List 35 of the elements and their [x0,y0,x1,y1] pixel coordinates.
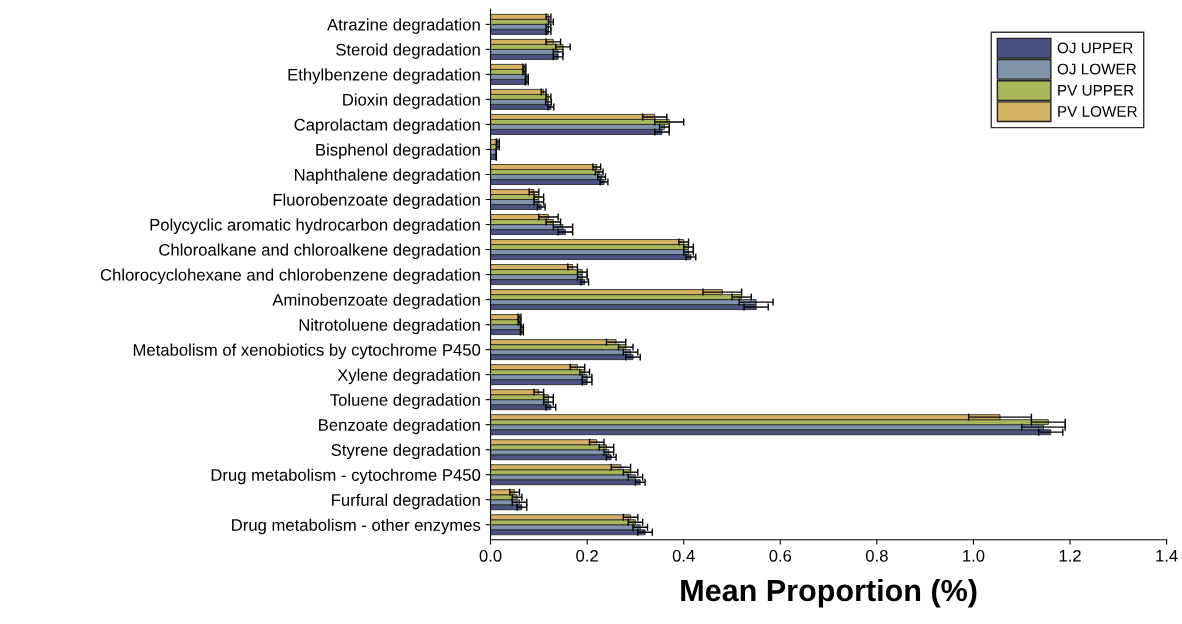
x-axis-title: Mean Proportion (%) [681,578,977,608]
y-tick-label: Chlorocyclohexane and chlorobenzene degradation [100,268,480,285]
x-tick-label: 0.4 [672,549,695,562]
x-tick-label: 0.0 [479,549,502,562]
y-tick-label: Drug metabolism - other enzymes [232,518,481,535]
x-tick-label: 0.6 [769,549,792,562]
y-tick-label: Atrazine degradation [327,18,480,34]
x-tick-label: 0.2 [576,549,598,562]
y-tick-label: Dioxin degradation [343,93,480,109]
y-tick-label: Metabolism of xenobiotics by cytochrome P450 [133,343,481,360]
y-tick-label: Xylene degradation [337,368,480,385]
y-tick-label: Bisphenol degradation [316,143,480,159]
y-tick-label: Ethylbenzene degradation [288,68,480,84]
legend-label: PV UPPER [1058,85,1134,96]
y-tick-label: Caprolactam degradation [294,118,480,134]
y-tick-label: Furfural degradation [332,493,480,510]
legend-label: PV LOWER [1058,106,1137,117]
y-tick-label: Naphthalene degradation [295,168,480,184]
legend-label: OJ LOWER [1057,63,1137,75]
x-tick-label: 1.0 [963,549,985,562]
legend-label: OJ UPPER [1057,42,1133,54]
y-tick-label: Aminobenzoate degradation [272,293,480,310]
y-tick-label: Nitrotoluene degradation [299,318,480,335]
bar [490,314,520,321]
y-tick-label: Drug metabolism - cytochrome P450 [211,468,481,485]
x-tick-label: 1.2 [1059,549,1081,562]
x-tick-label: 1.4 [1156,550,1178,562]
y-tick-label: Benzoate degradation [319,418,480,435]
y-tick-label: Styrene degradation [331,443,480,460]
y-tick-label: Polycyclic aromatic hydrocarbon degradation [150,218,480,235]
x-tick-label: 0.8 [865,549,888,562]
y-tick-label: Toluene degradation [330,393,480,410]
y-tick-label: Chloroalkane and chloroalkene degradation [159,243,480,260]
y-tick-label: Fluorobenzoate degradation [273,193,480,209]
y-tick-label: Steroid degradation [336,43,480,59]
